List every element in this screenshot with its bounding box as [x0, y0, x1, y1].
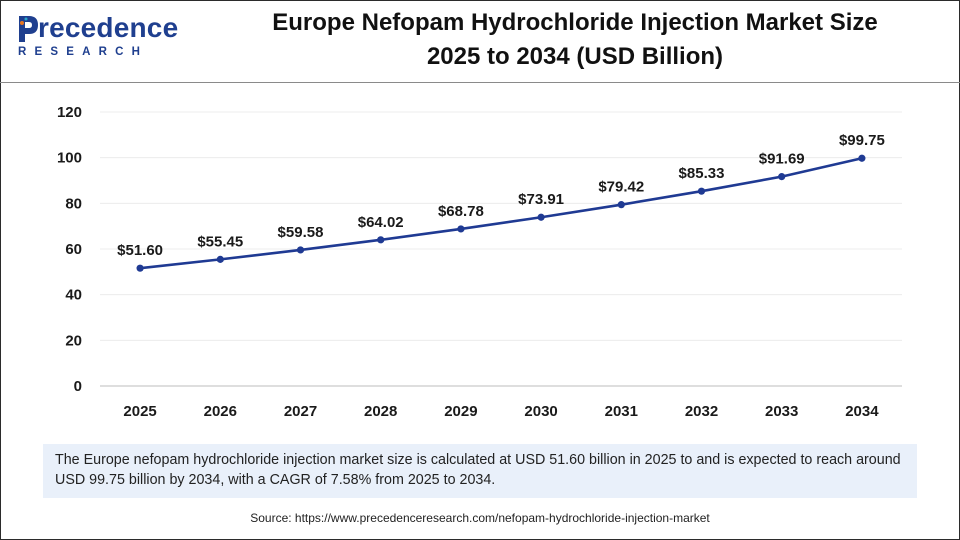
x-tick-label: 2031 — [605, 403, 638, 420]
y-tick-label: 100 — [57, 150, 82, 167]
data-point — [136, 264, 144, 272]
chart-title: Europe Nefopam Hydrochloride Injection M… — [220, 6, 930, 74]
y-tick-label: 60 — [65, 241, 82, 258]
title-line-1: Europe Nefopam Hydrochloride Injection M… — [272, 9, 878, 36]
x-tick-label: 2032 — [685, 403, 718, 420]
data-label: $99.75 — [839, 132, 885, 149]
data-point — [858, 154, 866, 162]
x-tick-label: 2034 — [845, 403, 879, 420]
y-tick-label: 0 — [74, 378, 82, 395]
data-point — [537, 213, 545, 221]
y-tick-label: 40 — [65, 287, 82, 304]
x-tick-label: 2030 — [524, 403, 557, 420]
data-point — [216, 255, 224, 263]
y-tick-label: 120 — [57, 104, 82, 121]
y-axis: 0 20 40 60 80 100 120 — [57, 104, 82, 395]
gridlines — [100, 111, 902, 341]
x-tick-label: 2025 — [123, 403, 156, 420]
x-tick-label: 2028 — [364, 403, 397, 420]
logo-word: recedence — [38, 12, 179, 43]
x-tick-label: 2033 — [765, 403, 798, 420]
data-point — [778, 173, 786, 181]
data-labels: $51.60 $55.45 $59.58 $64.02 $68.78 $73.91 $79.… — [117, 132, 885, 259]
series-line — [139, 156, 863, 270]
y-tick-label: 20 — [65, 332, 82, 349]
data-point — [296, 246, 305, 254]
data-label: $68.78 — [438, 203, 484, 220]
y-tick-label: 80 — [65, 195, 82, 212]
data-label: $73.91 — [518, 191, 564, 208]
line-chart: 0 20 40 60 80 100 120 2025 2026 2027 2028 2029 2030… — [57, 104, 902, 420]
header: recedence RESEARCH Europe Nefopam Hydroc… — [0, 0, 960, 83]
logo-p-mark-icon — [19, 16, 38, 42]
x-tick-label: 2029 — [444, 403, 477, 420]
data-label: $55.45 — [197, 233, 243, 250]
data-label: $51.60 — [117, 242, 163, 259]
data-label: $91.69 — [759, 151, 805, 168]
x-tick-label: 2027 — [284, 403, 317, 420]
source-note: Source: https://www.precedenceresearch.c… — [250, 511, 710, 525]
x-tick-label: 2026 — [204, 403, 237, 420]
x-axis: 2025 2026 2027 2028 2029 2030 2031 2032 2033 2034 — [123, 403, 879, 420]
data-label: $85.33 — [679, 165, 725, 182]
data-points — [136, 154, 866, 272]
logo-subtitle: RESEARCH — [18, 46, 149, 58]
title-line-2: 2025 to 2034 (USD Billion) — [426, 43, 724, 70]
data-label: $79.42 — [598, 179, 644, 196]
data-point — [697, 187, 706, 195]
brand-logo: recedence RESEARCH — [16, 12, 179, 64]
data-point — [457, 225, 465, 233]
data-point — [617, 201, 625, 209]
data-label: $59.58 — [278, 224, 324, 241]
description-box: The Europe nefopam hydrochloride injecti… — [43, 444, 917, 498]
data-point — [377, 236, 385, 244]
data-label: $64.02 — [358, 214, 404, 231]
